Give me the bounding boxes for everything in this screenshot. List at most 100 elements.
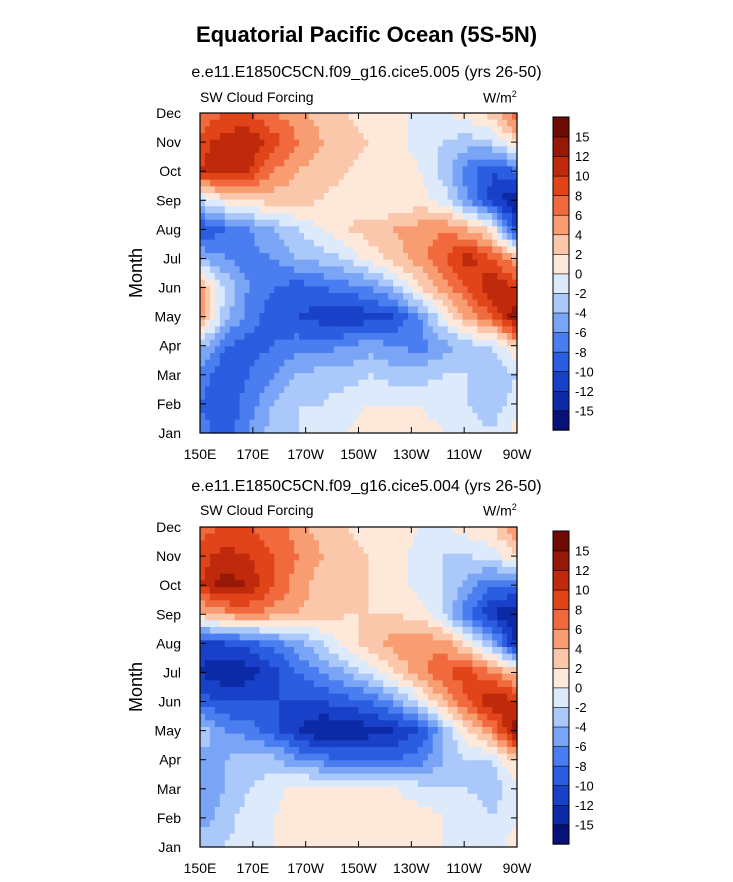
contour-cell [472, 299, 478, 307]
contour-cell [338, 399, 345, 407]
contour-cell [368, 633, 374, 641]
contour-cell [412, 259, 419, 267]
contour-cell [442, 633, 449, 641]
contour-cell [373, 700, 379, 708]
contour-cell [269, 246, 275, 254]
contour-cell [477, 620, 483, 628]
contour-cell [353, 607, 360, 615]
contour-cell [234, 153, 241, 161]
contour-cell [447, 266, 454, 274]
contour-cell [284, 353, 290, 361]
contour-cell [234, 119, 241, 127]
contour-cell [462, 613, 469, 621]
contour-cell [214, 186, 221, 194]
contour-cell [363, 199, 369, 207]
contour-cell [328, 146, 335, 154]
contour-cell [333, 199, 340, 207]
contour-cell [383, 233, 389, 241]
contour-cell [427, 326, 434, 334]
contour-cell [512, 259, 518, 267]
contour-cell [378, 359, 384, 367]
contour-cell [388, 540, 394, 548]
contour-cell [412, 540, 419, 548]
contour-cell [269, 667, 275, 675]
contour-cell [432, 580, 439, 588]
contour-cell [477, 213, 483, 221]
contour-cell [219, 707, 226, 715]
contour-cell [462, 573, 469, 581]
contour-cell [333, 527, 340, 535]
contour-cell [224, 607, 231, 615]
contour-cell [244, 593, 251, 601]
contour-cell [229, 113, 236, 121]
contour-cell [299, 266, 305, 274]
contour-cell [383, 533, 389, 541]
contour-cell [264, 379, 270, 387]
contour-cell [234, 166, 241, 174]
contour-cell [229, 647, 236, 655]
contour-cell [363, 647, 369, 655]
contour-cell [200, 399, 206, 407]
contour-cell [388, 393, 394, 401]
contour-cell [200, 146, 206, 154]
contour-cell [209, 246, 216, 254]
contour-cell [447, 199, 454, 207]
contour-cell [299, 273, 305, 281]
contour-cell [259, 533, 265, 541]
contour-cell [487, 693, 493, 701]
contour-cell [318, 239, 325, 247]
contour-cell [487, 673, 493, 681]
contour-cell [249, 620, 256, 628]
contour-cell [259, 326, 265, 334]
contour-cell [378, 326, 384, 334]
contour-cell [447, 279, 454, 287]
contour-cell [254, 700, 261, 708]
contour-cell [452, 633, 459, 641]
contour-cell [353, 406, 360, 414]
contour-cell [378, 133, 384, 141]
contour-cell [477, 179, 483, 187]
contour-cell [313, 146, 320, 154]
contour-cell [313, 667, 320, 675]
contour-cell [214, 239, 221, 247]
contour-cell [442, 306, 449, 314]
contour-cell [457, 620, 464, 628]
contour-cell [378, 573, 384, 581]
contour-cell [313, 293, 320, 301]
contour-cell [328, 313, 335, 321]
contour-cell [294, 373, 300, 381]
contour-cell [294, 399, 300, 407]
contour-cell [427, 560, 434, 568]
contour-cell [447, 633, 454, 641]
contour-cell [313, 213, 320, 221]
contour-cell [467, 206, 474, 214]
contour-cell [403, 313, 409, 321]
contour-cell [363, 266, 369, 274]
contour-cell [408, 233, 414, 241]
contour-cell [442, 553, 449, 561]
contour-cell [403, 119, 409, 127]
contour-cell [269, 527, 275, 535]
contour-cell [200, 239, 206, 247]
contour-cell [403, 359, 409, 367]
contour-cell [393, 306, 399, 314]
contour-cell [403, 700, 409, 708]
contour-cell [452, 153, 459, 161]
contour-cell [274, 139, 280, 147]
contour-cell [214, 613, 221, 621]
contour-cell [507, 279, 513, 287]
contour-cell [482, 613, 488, 621]
contour-cell [477, 600, 483, 608]
contour-cell [313, 593, 320, 601]
contour-cell [358, 399, 365, 407]
contour-cell [472, 139, 478, 147]
contour-cell [348, 179, 355, 187]
contour-cell [204, 587, 211, 595]
contour-cell [304, 419, 310, 427]
contour-cell [313, 226, 320, 234]
contour-cell [477, 253, 483, 261]
contour-cell [492, 206, 498, 214]
contour-cell [229, 259, 236, 267]
contour-cell [358, 126, 365, 134]
contour-cell [274, 326, 280, 334]
